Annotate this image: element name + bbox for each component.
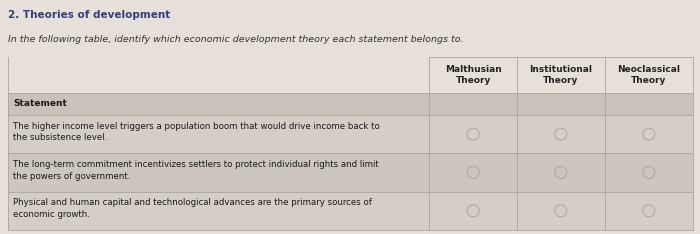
Text: In the following table, identify which economic development theory each statemen: In the following table, identify which e…: [8, 35, 463, 44]
Text: Statement: Statement: [13, 99, 67, 109]
Bar: [8, 153, 693, 192]
Text: The long-term commitment incentivizes settlers to protect individual rights and : The long-term commitment incentivizes se…: [13, 160, 379, 181]
Text: Neoclassical
Theory: Neoclassical Theory: [617, 65, 680, 85]
Text: Malthusian
Theory: Malthusian Theory: [444, 65, 501, 85]
Text: Physical and human capital and technological advances are the primary sources of: Physical and human capital and technolog…: [13, 198, 372, 219]
Text: 2. Theories of development: 2. Theories of development: [8, 10, 170, 20]
Text: Institutional
Theory: Institutional Theory: [529, 65, 592, 85]
Bar: [8, 115, 693, 153]
Text: The higher income level triggers a population boom that would drive income back : The higher income level triggers a popul…: [13, 122, 379, 143]
Bar: [8, 93, 693, 115]
Bar: [8, 192, 693, 230]
